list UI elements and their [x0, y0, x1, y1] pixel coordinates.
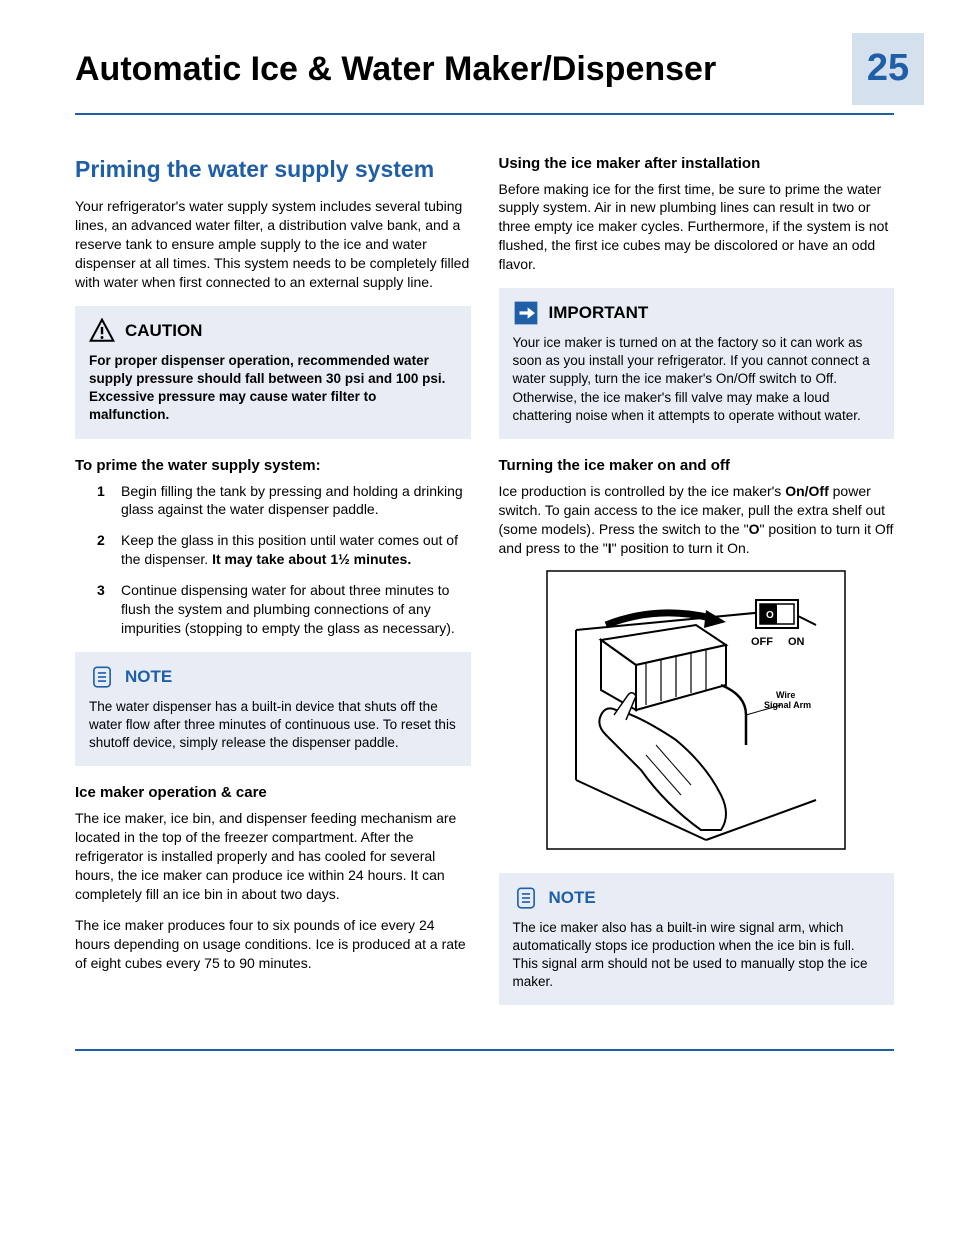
note-label: NOTE [125, 667, 172, 687]
note-icon [513, 885, 539, 911]
op-p2: The ice maker produces four to six pound… [75, 916, 471, 973]
turn-b2: O [749, 521, 760, 537]
caution-label: CAUTION [125, 321, 202, 341]
left-column: Priming the water supply system Your ref… [75, 155, 471, 1020]
step-num: 1 [97, 482, 111, 520]
note-label: NOTE [549, 888, 596, 908]
step-3: 3Continue dispensing water for about thr… [75, 581, 471, 638]
wire-label-2: Signal Arm [764, 700, 811, 710]
switch-o-label: O [766, 610, 774, 621]
note-callout-left: NOTE The water dispenser has a built-in … [75, 652, 471, 767]
step-text: Begin filling the tank by pressing and h… [121, 482, 471, 520]
step-text: Continue dispensing water for about thre… [121, 581, 471, 638]
caution-header: CAUTION [89, 318, 457, 344]
warning-icon [89, 318, 115, 344]
note-callout-right: NOTE The ice maker also has a built-in w… [499, 873, 895, 1006]
right-column: Using the ice maker after installation B… [499, 155, 895, 1020]
section-heading-priming: Priming the water supply system [75, 155, 471, 184]
use-body: Before making ice for the first time, be… [499, 180, 895, 274]
op-heading: Ice maker operation & care [75, 784, 471, 801]
priming-intro: Your refrigerator's water supply system … [75, 197, 471, 291]
turn-heading: Turning the ice maker on and off [499, 457, 895, 474]
step-2: 2 Keep the glass in this position until w… [75, 531, 471, 569]
step-text: Keep the glass in this position until wa… [121, 531, 471, 569]
important-label: IMPORTANT [549, 303, 649, 323]
caution-body: For proper dispenser operation, recommen… [89, 352, 457, 425]
turn-pre: Ice production is controlled by the ice … [499, 483, 786, 499]
turn-end: " position to turn it On. [612, 540, 750, 556]
important-header: IMPORTANT [513, 300, 881, 326]
off-label: OFF [751, 636, 773, 648]
priming-steps: 1 Begin filling the tank by pressing and … [75, 482, 471, 638]
note-body: The ice maker also has a built-in wire s… [513, 919, 881, 992]
step-num: 3 [97, 581, 111, 638]
arrow-icon [513, 300, 539, 326]
wire-label-1: Wire [776, 690, 795, 700]
header: Automatic Ice & Water Maker/Dispenser 25 [75, 50, 894, 115]
note-header: NOTE [89, 664, 457, 690]
step-num: 2 [97, 531, 111, 569]
page: Automatic Ice & Water Maker/Dispenser 25… [0, 0, 954, 1081]
note-icon [89, 664, 115, 690]
ice-maker-diagram: O OFF ON Wire Signal Arm [546, 570, 846, 855]
turn-body: Ice production is controlled by the ice … [499, 482, 895, 558]
note-body: The water dispenser has a built-in devic… [89, 698, 457, 753]
steps-heading: To prime the water supply system: [75, 457, 471, 474]
caution-callout: CAUTION For proper dispenser operation, … [75, 306, 471, 439]
page-number: 25 [852, 33, 924, 105]
op-p1: The ice maker, ice bin, and dispenser fe… [75, 809, 471, 903]
step-1: 1 Begin filling the tank by pressing and … [75, 482, 471, 520]
important-callout: IMPORTANT Your ice maker is turned on at… [499, 288, 895, 439]
important-body: Your ice maker is turned on at the facto… [513, 334, 881, 425]
note-header: NOTE [513, 885, 881, 911]
turn-b1: On/Off [785, 483, 829, 499]
use-heading: Using the ice maker after installation [499, 155, 895, 172]
page-title: Automatic Ice & Water Maker/Dispenser [75, 50, 852, 89]
on-label: ON [788, 636, 805, 648]
content-columns: Priming the water supply system Your ref… [75, 155, 894, 1020]
footer-rule [75, 1049, 894, 1051]
